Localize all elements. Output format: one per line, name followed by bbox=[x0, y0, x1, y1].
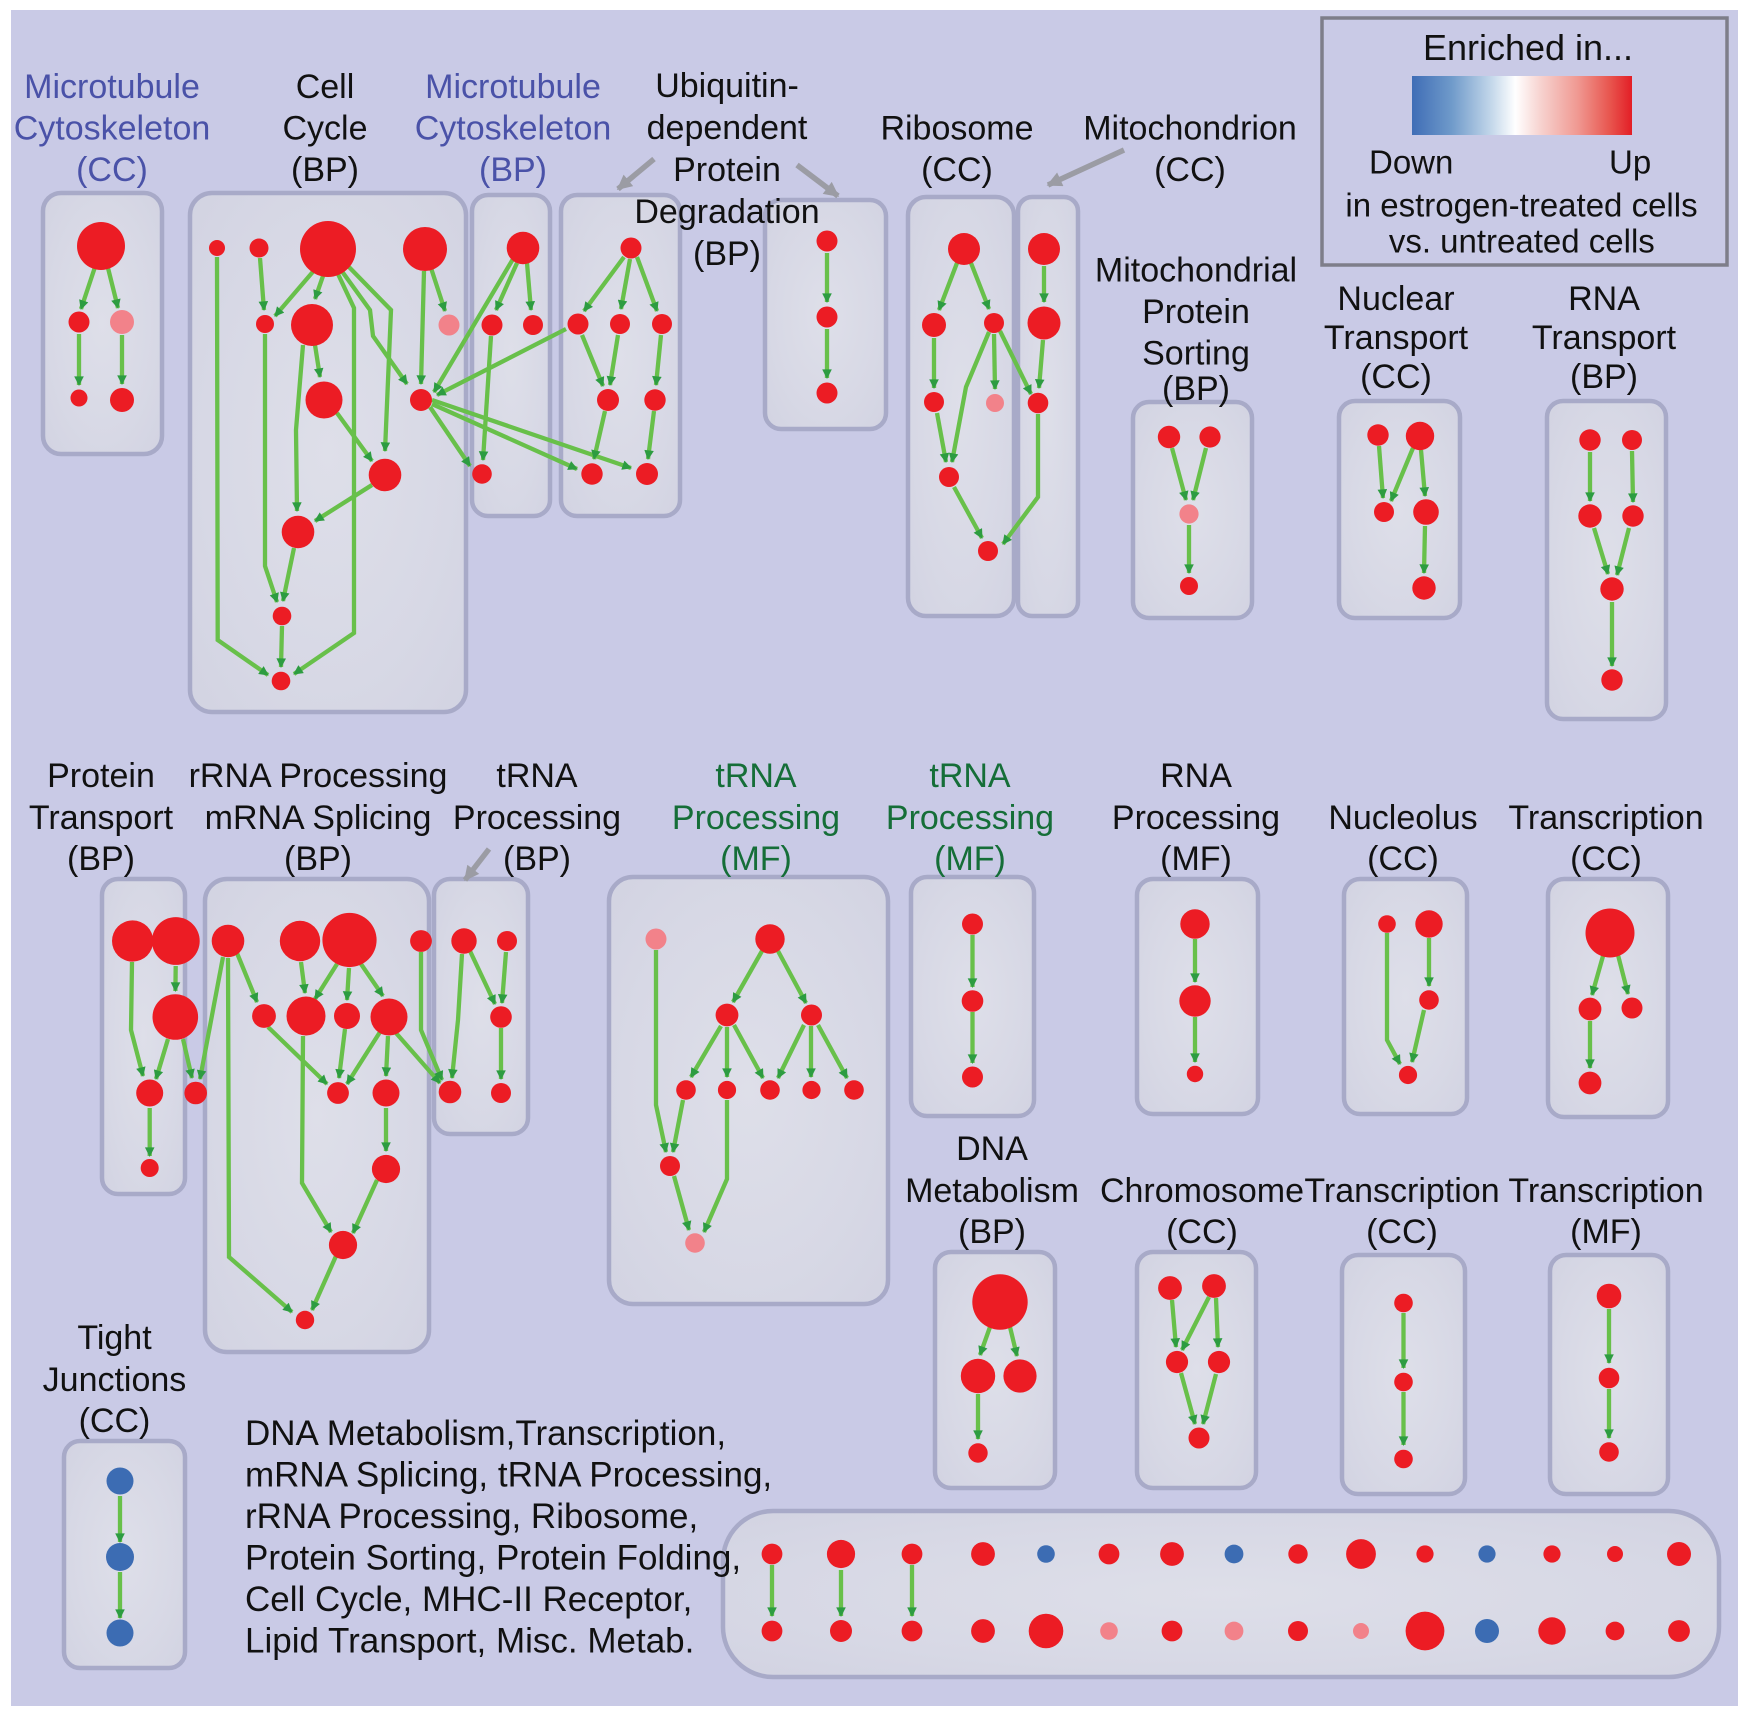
svg-text:(CC): (CC) bbox=[1366, 1213, 1438, 1251]
svg-text:(BP): (BP) bbox=[693, 235, 761, 273]
svg-text:Sorting: Sorting bbox=[1142, 335, 1250, 373]
svg-text:(MF): (MF) bbox=[1160, 840, 1232, 878]
svg-text:Processing: Processing bbox=[453, 799, 621, 837]
svg-text:Up: Up bbox=[1609, 144, 1651, 181]
svg-text:Cell Cycle, MHC-II Receptor,: Cell Cycle, MHC-II Receptor, bbox=[245, 1580, 692, 1619]
svg-text:Transcription: Transcription bbox=[1304, 1172, 1499, 1210]
svg-text:Cycle: Cycle bbox=[282, 110, 367, 148]
svg-text:Nuclear: Nuclear bbox=[1337, 280, 1454, 318]
svg-text:(BP): (BP) bbox=[958, 1213, 1026, 1251]
svg-text:in estrogen-treated cells: in estrogen-treated cells bbox=[1345, 187, 1697, 224]
svg-text:(MF): (MF) bbox=[1570, 1213, 1642, 1251]
svg-text:Processing: Processing bbox=[672, 799, 840, 837]
svg-text:Degradation: Degradation bbox=[634, 193, 819, 231]
svg-text:Metabolism: Metabolism bbox=[905, 1172, 1079, 1210]
svg-text:Microtubule: Microtubule bbox=[425, 68, 601, 106]
svg-text:(BP): (BP) bbox=[284, 840, 352, 878]
svg-text:Mitochondrion: Mitochondrion bbox=[1083, 110, 1297, 148]
svg-text:tRNA: tRNA bbox=[496, 757, 578, 795]
svg-text:Processing: Processing bbox=[1112, 799, 1280, 837]
svg-text:(BP): (BP) bbox=[1570, 358, 1638, 396]
svg-text:Ubiquitin-: Ubiquitin- bbox=[655, 67, 799, 105]
svg-text:dependent: dependent bbox=[647, 109, 808, 147]
svg-text:Chromosome: Chromosome bbox=[1100, 1172, 1304, 1210]
svg-text:Cell: Cell bbox=[296, 68, 355, 106]
svg-text:tRNA: tRNA bbox=[929, 757, 1011, 795]
svg-text:mRNA Splicing, tRNA Processing: mRNA Splicing, tRNA Processing, bbox=[245, 1456, 772, 1495]
svg-text:Microtubule: Microtubule bbox=[24, 68, 200, 106]
svg-text:Down: Down bbox=[1369, 144, 1453, 181]
svg-text:Transport: Transport bbox=[1532, 319, 1677, 357]
svg-text:RNA: RNA bbox=[1160, 757, 1232, 795]
svg-text:(MF): (MF) bbox=[720, 840, 792, 878]
svg-text:Protein: Protein bbox=[47, 757, 155, 795]
svg-text:Transport: Transport bbox=[29, 799, 174, 837]
svg-text:DNA: DNA bbox=[956, 1130, 1028, 1168]
svg-text:Protein: Protein bbox=[673, 151, 781, 189]
svg-text:rRNA Processing, Ribosome,: rRNA Processing, Ribosome, bbox=[245, 1497, 698, 1536]
svg-text:(CC): (CC) bbox=[1360, 358, 1432, 396]
svg-text:Junctions: Junctions bbox=[43, 1361, 187, 1399]
svg-text:(CC): (CC) bbox=[1570, 840, 1642, 878]
svg-text:(CC): (CC) bbox=[1367, 840, 1439, 878]
svg-text:Nucleolus: Nucleolus bbox=[1328, 799, 1477, 837]
svg-text:Enriched in...: Enriched in... bbox=[1423, 27, 1633, 68]
svg-text:Protein Sorting, Protein Foldi: Protein Sorting, Protein Folding, bbox=[245, 1539, 741, 1578]
svg-text:Transcription: Transcription bbox=[1508, 799, 1703, 837]
svg-text:(BP): (BP) bbox=[67, 840, 135, 878]
svg-text:Cytoskeleton: Cytoskeleton bbox=[415, 110, 612, 148]
svg-text:rRNA Processing: rRNA Processing bbox=[189, 757, 448, 795]
svg-text:Processing: Processing bbox=[886, 799, 1054, 837]
svg-text:Tight: Tight bbox=[77, 1319, 152, 1357]
svg-text:mRNA Splicing: mRNA Splicing bbox=[205, 799, 432, 837]
svg-text:Transcription: Transcription bbox=[1508, 1172, 1703, 1210]
svg-text:(MF): (MF) bbox=[934, 840, 1006, 878]
svg-text:RNA: RNA bbox=[1568, 280, 1640, 318]
svg-text:Lipid Transport, Misc. Metab.: Lipid Transport, Misc. Metab. bbox=[245, 1622, 694, 1661]
svg-text:Cytoskeleton: Cytoskeleton bbox=[14, 110, 211, 148]
svg-text:Ribosome: Ribosome bbox=[880, 110, 1033, 148]
svg-text:Transport: Transport bbox=[1324, 319, 1469, 357]
svg-text:(CC): (CC) bbox=[76, 151, 148, 189]
svg-text:Protein: Protein bbox=[1142, 293, 1250, 331]
svg-text:(BP): (BP) bbox=[479, 151, 547, 189]
svg-text:(BP): (BP) bbox=[291, 151, 359, 189]
svg-text:(BP): (BP) bbox=[1162, 370, 1230, 408]
svg-text:(CC): (CC) bbox=[79, 1402, 151, 1440]
svg-text:(CC): (CC) bbox=[1166, 1213, 1238, 1251]
svg-text:vs. untreated cells: vs. untreated cells bbox=[1389, 223, 1655, 260]
svg-text:(CC): (CC) bbox=[1154, 151, 1226, 189]
svg-text:(BP): (BP) bbox=[503, 840, 571, 878]
svg-text:DNA Metabolism,Transcription,: DNA Metabolism,Transcription, bbox=[245, 1414, 726, 1453]
svg-text:Mitochondrial: Mitochondrial bbox=[1095, 252, 1297, 290]
svg-text:tRNA: tRNA bbox=[715, 757, 797, 795]
svg-text:(CC): (CC) bbox=[921, 151, 993, 189]
